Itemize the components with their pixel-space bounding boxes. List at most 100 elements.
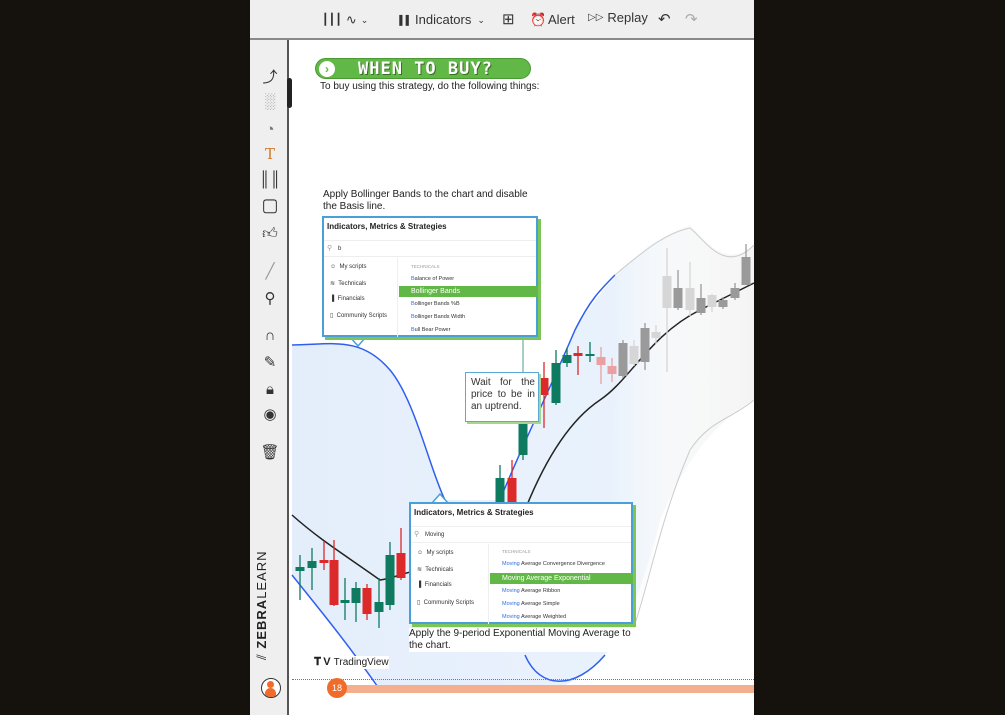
candle-body xyxy=(507,478,517,502)
category-financials[interactable]: ▐ Financials xyxy=(330,296,365,302)
upper-band-faded xyxy=(614,227,755,276)
lower-band-faded xyxy=(632,399,755,631)
category-my-scripts[interactable]: ☺ My scripts xyxy=(417,550,454,556)
section-label: TECHNICALS xyxy=(502,549,531,554)
candle-body xyxy=(495,478,505,502)
line-chart-icon: ∿ xyxy=(345,12,357,27)
candle-body xyxy=(562,355,572,363)
ruler-icon[interactable]: ╱ xyxy=(265,263,275,280)
lower-band-line xyxy=(524,654,606,682)
candle-body xyxy=(629,346,639,364)
redo-icon[interactable]: ↷ xyxy=(685,11,698,28)
category-community-scripts[interactable]: ▯ Community Scripts xyxy=(330,313,387,319)
search-input[interactable]: Moving xyxy=(411,526,631,543)
indicators-button[interactable]: ▐▐▐ Indicators ⌄ xyxy=(396,12,485,28)
category-list: ☺ My scripts ≋ Technicals ▐ Financials ▯… xyxy=(411,544,489,624)
rectangle-icon[interactable]: ▢ xyxy=(261,195,279,215)
trash-icon[interactable]: 🗑︎ xyxy=(260,444,280,461)
step1-caption: Apply Bollinger Bands to the chart and d… xyxy=(323,189,543,213)
result-item[interactable]: Bull Bear Power xyxy=(411,327,451,333)
replay-button[interactable]: ▷▷ Replay xyxy=(588,10,648,26)
thumbs-up-icon[interactable]: 👍︎ xyxy=(262,225,278,242)
result-item[interactable]: Bollinger Bands %B xyxy=(411,301,460,307)
result-item-selected[interactable]: Moving Average Exponential xyxy=(490,573,633,584)
indicator-chart-icon[interactable]: ░ xyxy=(264,93,276,110)
candle-body xyxy=(596,357,606,365)
search-input[interactable]: b xyxy=(324,240,536,257)
candle-body xyxy=(385,555,395,605)
result-item[interactable]: Bollinger Bands Width xyxy=(411,314,466,320)
result-item[interactable]: Moving Average Simple xyxy=(502,601,560,607)
result-item[interactable]: Moving Average Ribbon xyxy=(502,588,561,594)
candle-body xyxy=(573,353,583,356)
section-banner: › WHEN TO BUY? xyxy=(315,58,531,79)
search-icon: ⚲ xyxy=(327,245,333,252)
candle-body xyxy=(718,300,728,307)
upper-band-line xyxy=(499,274,616,501)
trend-line-icon[interactable]: ⤴ xyxy=(262,69,278,86)
scrollbar[interactable] xyxy=(287,78,292,108)
indicators-label: Indicators xyxy=(415,12,472,27)
alert-button[interactable]: ⏰ Alert xyxy=(530,12,575,28)
indicators-dialog-bollinger: Indicators, Metrics & Strategies b ⚲ ☺ M… xyxy=(322,216,538,337)
eye-icon[interactable]: ◉ xyxy=(263,406,277,423)
pie-icon[interactable]: ◔ xyxy=(265,121,275,138)
dialog-title: Indicators, Metrics & Strategies xyxy=(327,222,447,231)
search-value: Moving xyxy=(425,532,445,538)
alarm-clock-icon: ⏰ xyxy=(530,12,544,27)
undo-icon[interactable]: ↶ xyxy=(658,11,671,28)
category-community-scripts[interactable]: ▯ Community Scripts xyxy=(417,600,474,606)
text-icon[interactable]: T xyxy=(264,145,275,163)
candle-body xyxy=(319,560,329,563)
search-value: b xyxy=(338,246,342,252)
replay-label: Replay xyxy=(607,10,648,25)
category-financials[interactable]: ▐ Financials xyxy=(417,582,452,588)
candle-body xyxy=(551,363,561,403)
results-list: TECHNICALS Moving Average Convergence Di… xyxy=(490,544,633,624)
candle-body xyxy=(307,561,317,568)
candle-body xyxy=(618,343,628,376)
category-my-scripts[interactable]: ☺ My scripts xyxy=(330,264,367,270)
candle-body xyxy=(539,378,549,395)
dialog-pointer xyxy=(431,492,449,504)
candle-body xyxy=(396,553,406,578)
result-item[interactable]: Moving Average Weighted xyxy=(502,614,567,620)
zoom-icon[interactable]: ⚲ xyxy=(264,290,276,307)
candle-body xyxy=(730,288,740,298)
replay-icon: ▷▷ xyxy=(588,12,604,23)
intro-text: To buy using this strategy, do the follo… xyxy=(320,81,540,92)
magnet-icon[interactable]: ∩ xyxy=(264,327,276,344)
upper-band-line xyxy=(291,342,446,501)
drawing-toolbar: ⤴ ░ ◔ T ║║ ▢ 👍︎ ╱ ⚲ ∩ ✎ 🔒︎ ◉ 🗑︎ ⫽ ZEBRAL… xyxy=(250,40,289,715)
candle-body xyxy=(362,588,372,614)
chart-type-button[interactable]: ┃┃┃ ∿ ⌄ xyxy=(322,12,368,28)
results-list: TECHNICALS Balance of Power Bollinger Ba… xyxy=(399,258,538,337)
result-item[interactable]: Moving Average Convergence Divergence xyxy=(502,561,605,567)
category-technicals[interactable]: ≋ Technicals xyxy=(330,281,367,287)
candle-body xyxy=(685,288,695,310)
lock-icon[interactable]: 🔒︎ xyxy=(266,381,274,398)
lower-band-line xyxy=(291,574,381,691)
result-item-selected[interactable]: Bollinger Bands xyxy=(399,286,538,297)
candles-icon: ┃┃┃ xyxy=(322,14,342,26)
step3-caption: Apply the 9-period Exponential Moving Av… xyxy=(409,628,639,652)
alert-label: Alert xyxy=(548,12,575,27)
candle-body xyxy=(585,354,595,356)
ema-line xyxy=(291,514,421,581)
pattern-icon[interactable]: ║║ xyxy=(259,171,281,188)
candle-body xyxy=(374,602,384,612)
chevron-down-icon: ⌄ xyxy=(477,15,485,25)
candle-body xyxy=(673,288,683,308)
candle-body xyxy=(295,567,305,571)
candle-body xyxy=(329,560,339,605)
chevron-right-icon: › xyxy=(319,61,335,77)
category-technicals[interactable]: ≋ Technicals xyxy=(417,567,454,573)
candle-body xyxy=(696,298,706,313)
result-item[interactable]: Balance of Power xyxy=(411,276,455,282)
pen-icon[interactable]: ✎ xyxy=(263,354,277,371)
layout-icon[interactable]: ⊞ xyxy=(502,11,515,28)
candle-body xyxy=(651,332,661,338)
indicators-dialog-ema: Indicators, Metrics & Strategies Moving … xyxy=(409,502,633,624)
avatar[interactable] xyxy=(261,678,281,698)
